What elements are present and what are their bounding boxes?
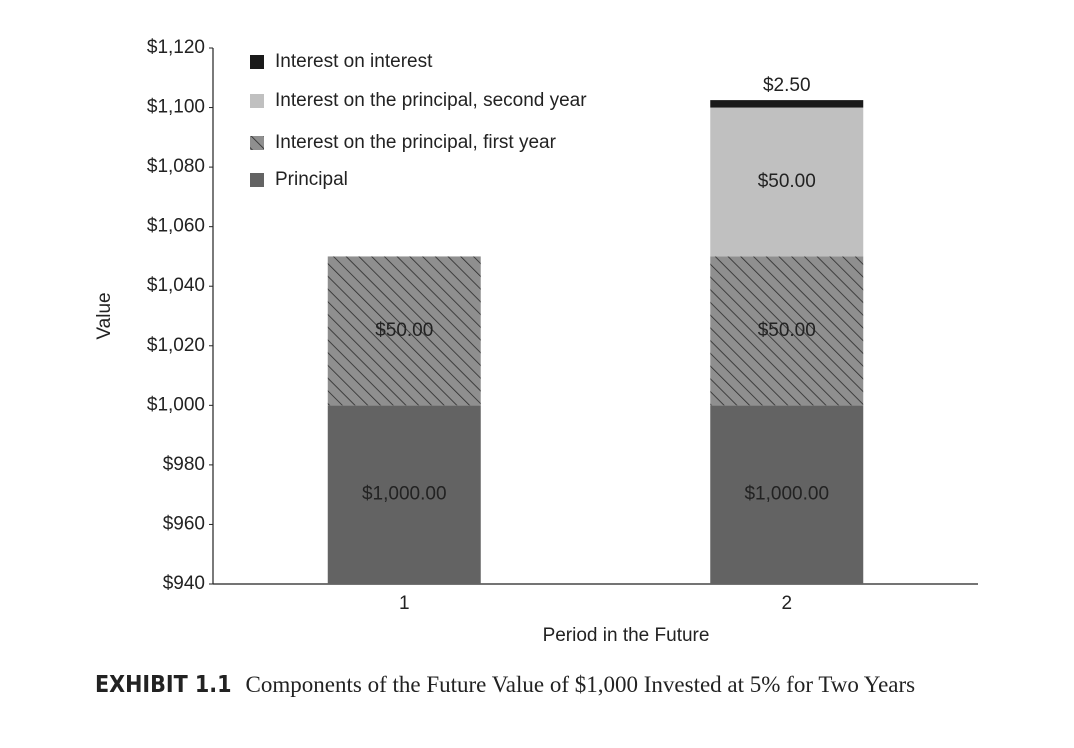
legend-swatch: [250, 94, 264, 108]
x-tick-label: 1: [399, 593, 410, 614]
data-label: $50.00: [758, 320, 816, 341]
legend-label: Principal: [275, 169, 348, 190]
data-label: $50.00: [758, 171, 816, 192]
bar-segment: [710, 107, 864, 257]
legend-label: Interest on interest: [275, 51, 433, 72]
bar-segment: [710, 405, 864, 584]
y-tick-label: $940: [163, 573, 205, 594]
y-tick-label: $960: [163, 513, 205, 534]
legend-label: Interest on the principal, second year: [275, 90, 587, 111]
data-label: $1,000.00: [744, 484, 829, 505]
legend-label: Interest on the principal, first year: [275, 132, 557, 153]
legend-swatch: [250, 136, 264, 150]
caption-label: EXHIBIT 1.1: [95, 672, 232, 698]
y-tick-label: $1,000: [147, 394, 205, 415]
chart: Value Period in the Future $940 $960 $980 $…: [94, 37, 978, 646]
y-tick-label: $1,060: [147, 216, 205, 237]
bar-segment: [710, 256, 864, 406]
x-axis-label: Period in the Future: [543, 625, 710, 646]
x-tick-label: 2: [781, 593, 792, 614]
data-label: $2.50: [763, 75, 811, 96]
y-tick-label: $1,100: [147, 97, 205, 118]
y-tick-label: $1,040: [147, 275, 205, 296]
y-axis-label: Value: [94, 292, 115, 339]
y-tick-label: $1,020: [147, 335, 205, 356]
caption: EXHIBIT 1.1 Components of the Future Valu…: [95, 670, 995, 700]
bar-segment: [710, 100, 864, 108]
caption-text: Components of the Future Value of $1,000…: [245, 672, 916, 697]
y-tick-label: $1,080: [147, 156, 205, 177]
y-tick-label: $1,120: [147, 37, 205, 58]
data-label: $50.00: [375, 320, 433, 341]
legend-swatch: [250, 173, 264, 187]
data-label: $1,000.00: [362, 484, 447, 505]
legend-swatch: [250, 55, 264, 69]
y-tick-label: $980: [163, 454, 205, 475]
bar-segment: [327, 256, 481, 406]
bar-segment: [327, 405, 481, 584]
